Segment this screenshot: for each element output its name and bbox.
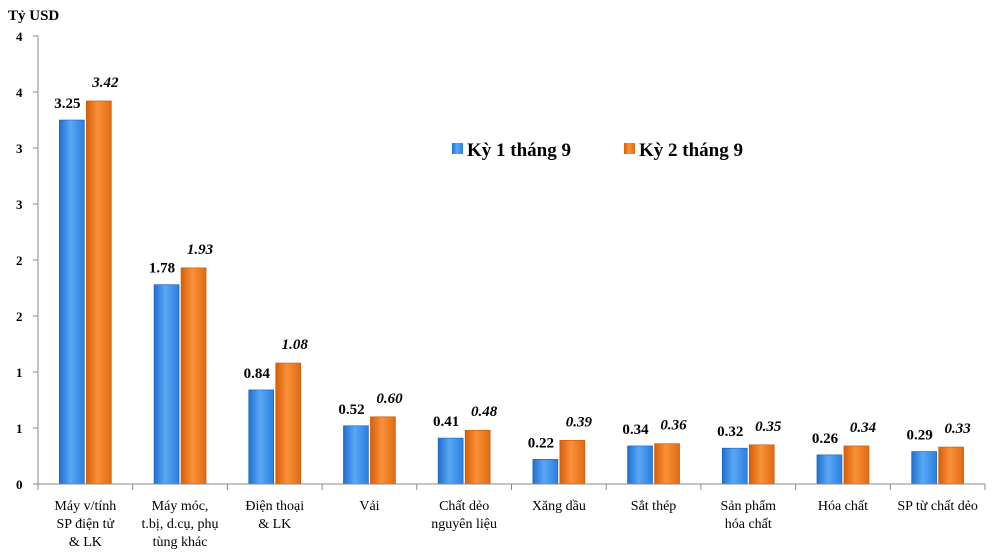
value-label-series-2: 0.33 bbox=[945, 421, 972, 437]
value-label-series-1: 0.26 bbox=[812, 431, 839, 447]
x-category-label: Chất dẻo bbox=[439, 499, 489, 514]
value-label-series-1: 0.29 bbox=[907, 428, 933, 444]
bar-series-1-cat-4 bbox=[343, 425, 369, 485]
legend-label-series-1: Kỳ 1 tháng 9 bbox=[467, 140, 571, 161]
x-category-label: Sản phẩm bbox=[720, 499, 776, 514]
value-label-series-2: 1.93 bbox=[187, 242, 214, 258]
y-tick-label: 1 bbox=[16, 365, 23, 380]
value-label-series-1: 0.52 bbox=[338, 402, 364, 418]
x-category-label: Hóa chất bbox=[818, 499, 868, 514]
x-category-label: Máy móc, bbox=[152, 499, 209, 514]
value-label-series-2: 0.39 bbox=[566, 414, 593, 430]
y-tick-label: 1 bbox=[16, 421, 23, 436]
bar-series-2-cat-5 bbox=[464, 429, 491, 485]
y-tick-label: 0 bbox=[16, 477, 23, 492]
y-tick-label: 4 bbox=[16, 29, 23, 44]
legend-label-series-2: Kỳ 2 tháng 9 bbox=[639, 140, 743, 161]
x-axis: Máy v/tính SP điện tử & LK Máy móc, t.bị, d.… bbox=[37, 483, 986, 550]
y-tick-label: 3 bbox=[16, 141, 23, 156]
bar-series-2-cat-10 bbox=[938, 446, 964, 485]
x-category-label: Điện thoại bbox=[245, 499, 304, 514]
bar-series-2-cat-8 bbox=[748, 444, 775, 485]
x-category-label: SP điện tử bbox=[57, 517, 115, 532]
y-tick-label: 2 bbox=[16, 253, 23, 268]
legend-item-series-1: Kỳ 1 tháng 9 bbox=[452, 140, 571, 161]
value-label-series-2: 0.48 bbox=[471, 404, 498, 420]
y-axis: 0 1 1 2 2 3 3 4 4 bbox=[16, 29, 39, 492]
value-label-series-1: 0.84 bbox=[244, 366, 271, 382]
bar-series-2-cat-7 bbox=[654, 443, 680, 485]
x-category-label: SP từ chất dẻo bbox=[897, 499, 978, 514]
bar-series-1-cat-2 bbox=[153, 284, 180, 485]
y-tick-label: 2 bbox=[16, 309, 23, 324]
value-label-series-1: 3.25 bbox=[54, 96, 80, 112]
bar-series-2-cat-6 bbox=[559, 440, 586, 485]
value-label-series-2: 0.36 bbox=[660, 418, 687, 434]
bar-series-2-cat-3 bbox=[275, 362, 302, 485]
value-label-series-2: 3.42 bbox=[91, 75, 119, 91]
value-label-series-1: 0.22 bbox=[528, 435, 554, 451]
value-labels-group: 3.25 3.42 1.78 1.93 0.84 1.08 0.52 0.60 0.41 0.48… bbox=[54, 75, 971, 451]
x-category-label: Vải bbox=[359, 499, 379, 514]
value-label-series-2: 1.08 bbox=[282, 337, 309, 353]
value-label-series-1: 0.34 bbox=[622, 422, 649, 438]
x-category-label: Sắt thép bbox=[631, 499, 677, 514]
x-category-label: & LK bbox=[69, 535, 102, 550]
bar-series-1-cat-7 bbox=[627, 445, 653, 485]
legend: Kỳ 1 tháng 9 Kỳ 2 tháng 9 bbox=[452, 140, 743, 161]
bar-series-1-cat-10 bbox=[911, 451, 937, 485]
x-category-label: hóa chất bbox=[725, 517, 772, 532]
x-category-label: Máy v/tính bbox=[54, 499, 116, 514]
bar-series-1-cat-1 bbox=[59, 119, 85, 485]
bar-series-1-cat-3 bbox=[248, 389, 275, 485]
x-category-label: t.bị, d.cụ, phụ bbox=[142, 517, 219, 532]
bar-series-1-cat-6 bbox=[532, 459, 559, 485]
bar-series-1-cat-8 bbox=[721, 447, 748, 485]
x-category-label: tùng khác bbox=[153, 535, 208, 550]
value-label-series-2: 0.60 bbox=[376, 391, 403, 407]
bar-series-2-cat-1 bbox=[86, 100, 112, 485]
legend-swatch-series-1 bbox=[452, 143, 463, 154]
y-tick-label: 4 bbox=[16, 85, 23, 100]
bar-series-1-cat-5 bbox=[437, 437, 464, 485]
legend-swatch-series-2 bbox=[624, 143, 635, 154]
value-label-series-1: 1.78 bbox=[149, 261, 175, 277]
y-axis-unit-label: Tỷ USD bbox=[8, 8, 59, 24]
bar-series-2-cat-2 bbox=[180, 267, 207, 485]
value-label-series-2: 0.34 bbox=[850, 420, 877, 436]
value-label-series-1: 0.32 bbox=[717, 424, 743, 440]
x-category-label: & LK bbox=[258, 517, 291, 532]
bar-series-2-cat-9 bbox=[843, 445, 870, 485]
value-label-series-2: 0.35 bbox=[755, 419, 782, 435]
bar-series-1-cat-9 bbox=[816, 454, 843, 485]
x-category-label: Xăng dầu bbox=[532, 499, 586, 514]
bar-series-2-cat-4 bbox=[370, 416, 396, 485]
x-category-label: nguyên liệu bbox=[431, 517, 497, 532]
y-tick-label: 3 bbox=[16, 197, 23, 212]
value-label-series-1: 0.41 bbox=[433, 414, 459, 430]
legend-item-series-2: Kỳ 2 tháng 9 bbox=[624, 140, 743, 161]
